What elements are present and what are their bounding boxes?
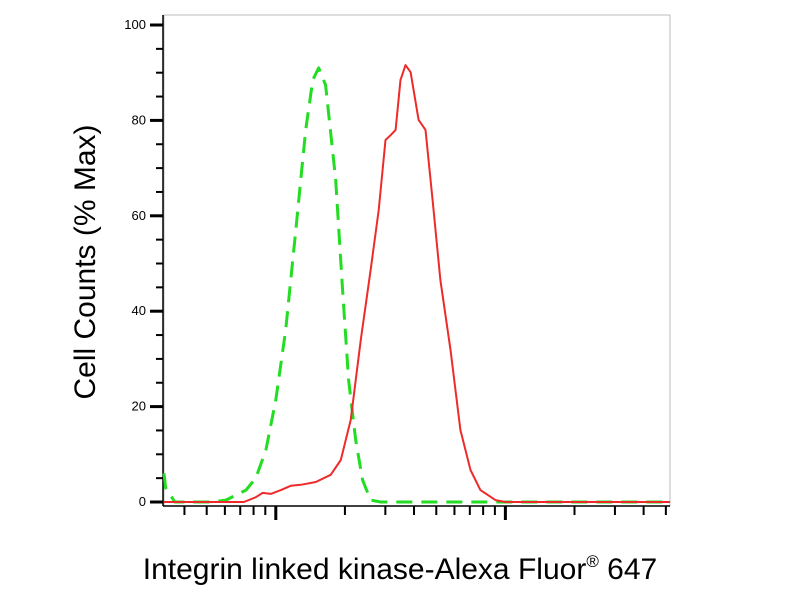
series-group xyxy=(162,64,670,504)
y-tick-label: 40 xyxy=(132,303,146,318)
x-axis-label-main: Integrin linked kinase-Alexa Fluor xyxy=(142,553,587,586)
y-tick-label: 80 xyxy=(132,112,146,127)
x-axis xyxy=(163,505,670,520)
y-axis: 0 20 40 60 80 100 xyxy=(124,15,164,509)
x-axis-label-tail: 647 xyxy=(598,553,658,586)
y-tick-label: 100 xyxy=(124,17,146,32)
registered-mark: ® xyxy=(586,552,599,571)
y-tick-label: 0 xyxy=(139,494,146,509)
y-tick-label: 60 xyxy=(132,208,146,223)
x-axis-label: Integrin linked kinase-Alexa Fluor® 647 xyxy=(0,552,800,587)
y-axis-label: Cell Counts (% Max) xyxy=(69,124,102,399)
y-tick-label: 20 xyxy=(132,399,146,414)
control-histogram-line xyxy=(162,66,670,504)
sample-histogram-line xyxy=(164,64,670,503)
plot-frame xyxy=(163,14,671,507)
